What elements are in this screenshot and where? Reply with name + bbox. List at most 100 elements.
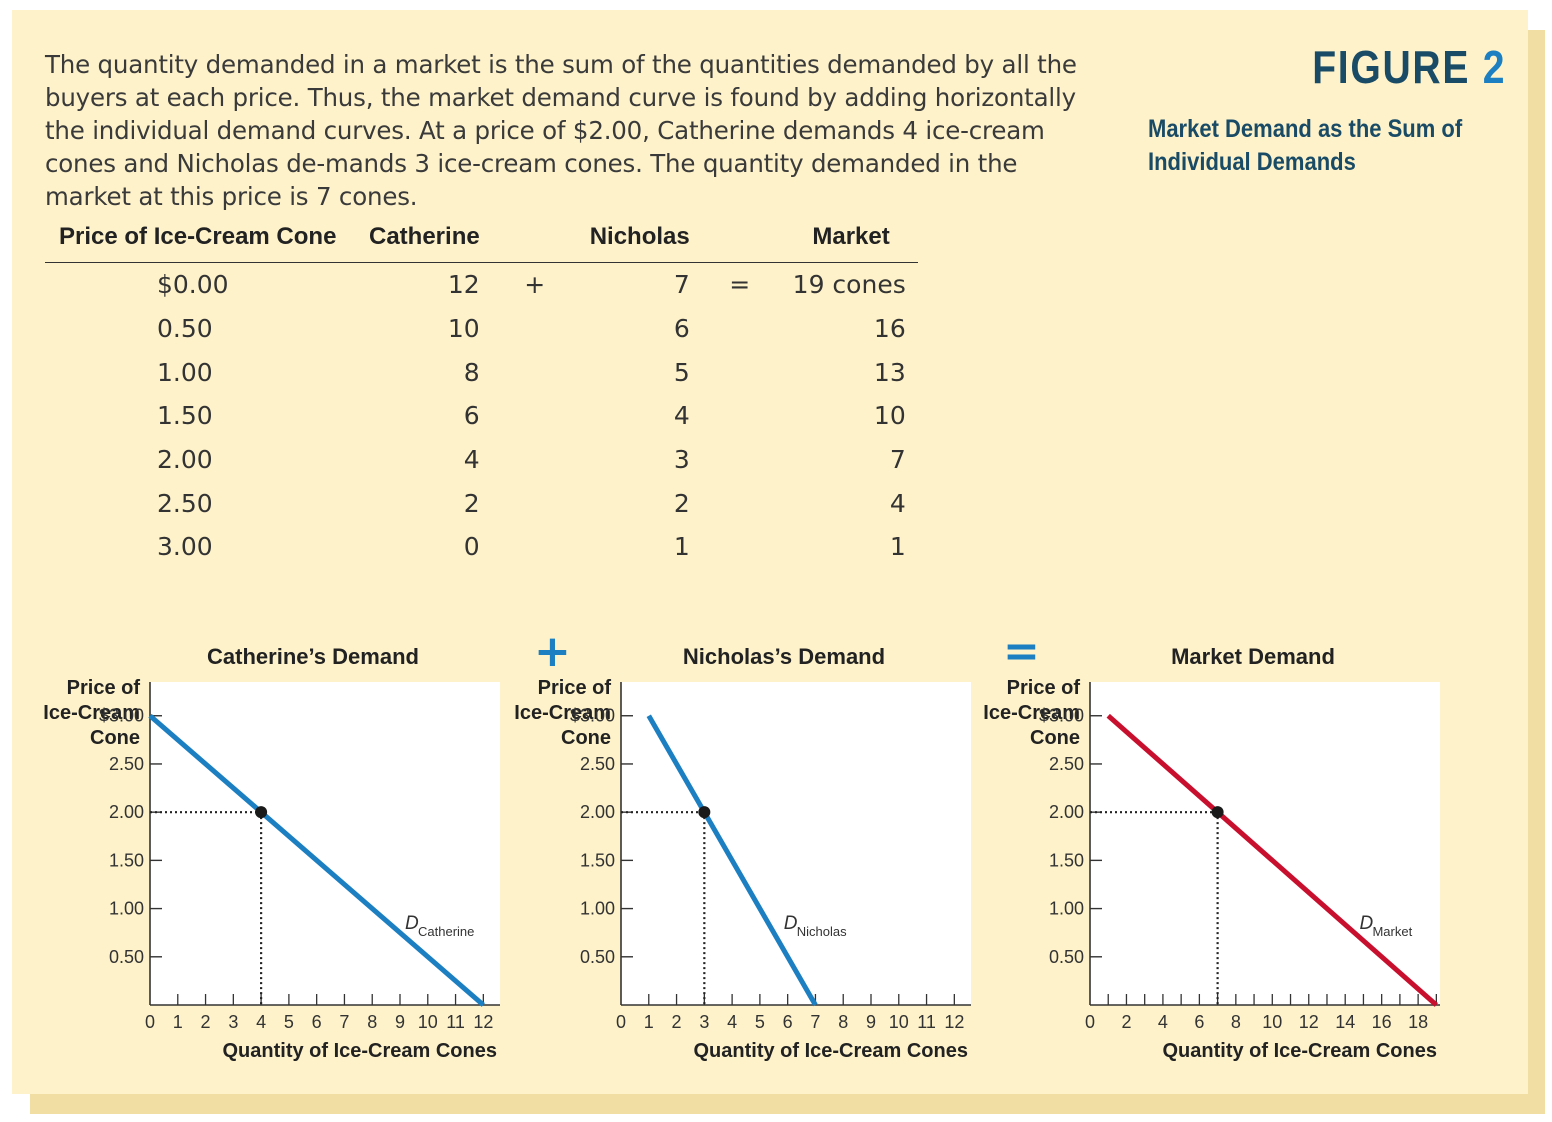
cell-nicholas: 1 — [673, 532, 690, 562]
cell-plus — [480, 394, 590, 438]
cell-nicholas: 6 — [673, 314, 690, 344]
chart-title: Catherine’s Demand — [207, 644, 419, 669]
y-tick-label: 0.50 — [1049, 947, 1084, 967]
curve-label-subscript: Nicholas — [797, 924, 847, 939]
y-tick-label: 1.00 — [1049, 899, 1084, 919]
y-tick-label: 0.50 — [109, 947, 144, 967]
x-axis-label: Quantity of Ice-Cream Cones — [222, 1040, 497, 1062]
x-axis-label: Quantity of Ice-Cream Cones — [1162, 1040, 1437, 1062]
figure-label-text: FIGURE — [1312, 41, 1470, 93]
cell-price: 2.50 — [157, 488, 213, 518]
cell-nicholas: 4 — [673, 401, 690, 431]
x-tick-label: 11 — [917, 1012, 936, 1032]
cell-plus: + — [524, 270, 546, 300]
cell-nicholas: 7 — [673, 270, 690, 300]
cell-price: 0.50 — [157, 314, 213, 344]
plus-operator: + — [534, 626, 571, 677]
x-tick-label: 8 — [367, 1012, 377, 1032]
y-axis-label: Price of — [67, 677, 141, 699]
y-axis-label: Cone — [1030, 727, 1080, 749]
cell-catherine: 10 — [447, 314, 480, 344]
header-price: Price of Ice-Cream Cone — [45, 218, 369, 263]
plot-area — [150, 682, 500, 1005]
highlight-point — [255, 806, 268, 819]
cell-equals — [690, 394, 790, 438]
cell-catherine: 0 — [463, 532, 480, 562]
y-tick-label: 2.00 — [580, 802, 615, 822]
cell-market: 13 — [873, 357, 906, 387]
x-tick-label: 0 — [616, 1012, 626, 1032]
header-nicholas: Nicholas — [589, 218, 690, 263]
x-tick-label: 18 — [1408, 1012, 1428, 1032]
cell-catherine: 6 — [463, 401, 480, 431]
y-axis-label: Ice-Cream — [983, 702, 1080, 724]
y-tick-label: $3.00 — [1039, 706, 1084, 726]
cell-nicholas: 2 — [673, 488, 690, 518]
cell-market: 7 — [889, 445, 906, 475]
table-row: 1.00 8 5 13 — [45, 350, 918, 394]
figure-caption: Market Demand as the Sum of Individual D… — [1148, 115, 1463, 176]
y-tick-label: 1.50 — [1049, 850, 1084, 870]
y-tick-label: 1.50 — [580, 850, 615, 870]
x-tick-label: 14 — [1335, 1012, 1355, 1032]
cell-equals — [690, 525, 790, 569]
demand-curve — [148, 713, 485, 1007]
curve-label: D — [784, 913, 798, 934]
x-tick-label: 1 — [173, 1012, 183, 1032]
cell-equals: = — [729, 270, 751, 300]
x-tick-label: 2 — [672, 1012, 682, 1032]
x-tick-label: 3 — [228, 1012, 238, 1032]
table-row: 3.00 0 1 1 — [45, 525, 918, 569]
highlight-point — [698, 806, 711, 819]
y-axis-label: Price of — [1007, 677, 1081, 699]
x-tick-label: 16 — [1372, 1012, 1392, 1032]
table-row: 1.50 6 4 10 — [45, 394, 918, 438]
cell-price: 1.00 — [157, 357, 213, 387]
y-tick-label: 2.50 — [109, 754, 144, 774]
x-tick-label: 8 — [838, 1012, 848, 1032]
table-header-row: Price of Ice-Cream Cone Catherine Nichol… — [45, 218, 918, 263]
plot-area — [621, 682, 971, 1005]
cell-equals — [690, 350, 790, 394]
x-tick-label: 7 — [339, 1012, 349, 1032]
y-tick-label: 1.50 — [109, 850, 144, 870]
x-tick-label: 10 — [889, 1012, 909, 1032]
equals-operator: = — [1003, 626, 1040, 677]
demand-curve — [1106, 713, 1439, 1007]
cell-price: 1.50 — [157, 401, 213, 431]
x-tick-label: 4 — [256, 1012, 266, 1032]
y-axis-label: Cone — [561, 727, 611, 749]
y-tick-label: 1.00 — [109, 899, 144, 919]
header-catherine: Catherine — [369, 218, 480, 263]
cell-price: 3.00 — [157, 532, 213, 562]
y-tick-label: 2.00 — [109, 802, 144, 822]
x-tick-label: 0 — [145, 1012, 155, 1032]
x-tick-label: 7 — [810, 1012, 820, 1032]
cell-nicholas: 3 — [673, 445, 690, 475]
x-tick-label: 12 — [473, 1012, 493, 1032]
x-axis-label: Quantity of Ice-Cream Cones — [693, 1040, 968, 1062]
x-tick-label: 3 — [699, 1012, 709, 1032]
cell-market: 4 — [889, 488, 906, 518]
table-row: $0.00 12 +7 = 19 cones — [45, 263, 918, 307]
market-demand-chart: Market Demand Price of Ice-Cream Cone$3.00 2… — [983, 644, 1440, 1062]
cell-catherine: 2 — [463, 488, 480, 518]
x-tick-label: 2 — [1121, 1012, 1131, 1032]
x-tick-label: 10 — [1262, 1012, 1282, 1032]
cell-plus — [480, 438, 590, 482]
y-tick-label: 2.50 — [1049, 754, 1084, 774]
x-tick-label: 2 — [201, 1012, 211, 1032]
header-market: Market — [789, 218, 918, 263]
table-body: $0.00 12 +7 = 19 cones 0.50 10 6 16 1.00 8 5 13 1.50 6… — [45, 263, 918, 569]
x-tick-label: 10 — [418, 1012, 438, 1032]
x-tick-label: 11 — [446, 1012, 465, 1032]
y-tick-label: 0.50 — [580, 947, 615, 967]
demand-curve — [646, 714, 818, 1007]
y-axis-label: Price of — [538, 677, 612, 699]
chart-title: Market Demand — [1171, 644, 1335, 669]
demand-schedule-table: Price of Ice-Cream Cone Catherine Nichol… — [45, 218, 918, 569]
header-spacer — [479, 218, 590, 263]
table-row: 2.50 2 2 4 — [45, 481, 918, 525]
catherine-demand-chart: Catherine’s Demand Price of Ice-Cream Cone$… — [43, 644, 500, 1062]
curve-label-subscript: Catherine — [418, 924, 474, 939]
